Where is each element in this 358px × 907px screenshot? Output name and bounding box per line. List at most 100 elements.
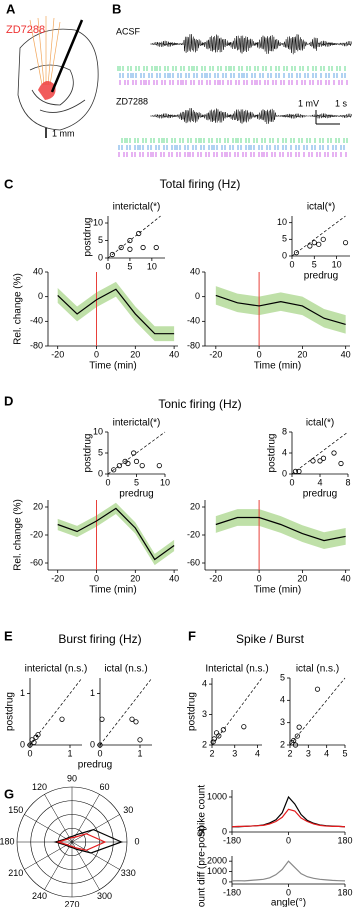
y-tick-label: 1 — [90, 688, 95, 698]
x-tick-label: 0 — [97, 748, 102, 758]
x-tick-label: -20 — [51, 573, 64, 583]
point — [241, 724, 247, 730]
y-axis-label: Rel. change (%) — [13, 273, 24, 345]
y-axis-label: postdrug — [83, 218, 94, 257]
panel-letter: D — [4, 393, 13, 408]
x-tick-label: 0 — [105, 261, 110, 271]
data-line — [57, 288, 175, 335]
x-tick-label: 0 — [105, 477, 110, 487]
point — [153, 244, 159, 251]
point — [139, 462, 145, 469]
x-tick-label: 5 — [134, 477, 139, 487]
y-tick-label: 0 — [38, 291, 43, 301]
y-tick-label: 2000 — [207, 856, 227, 866]
y-tick-label: 0 — [282, 250, 287, 260]
y-tick-label: -80 — [30, 340, 43, 350]
y-tick-label: -20 — [187, 529, 200, 539]
angle-label: 180 — [0, 836, 15, 846]
point — [216, 733, 222, 739]
point — [35, 732, 41, 738]
y-tick-label: 0 — [282, 468, 287, 478]
y-axis-label: Spike count — [197, 785, 208, 837]
x-tick-label: 10 — [147, 261, 157, 271]
point — [125, 460, 131, 467]
data-line — [231, 860, 346, 882]
y-axis-label: Rel. change (%) — [13, 499, 24, 571]
polar-line — [56, 833, 107, 851]
brain-schematic — [17, 16, 99, 138]
y-tick-label: 4 — [282, 447, 287, 457]
x-tick-label: 10 — [332, 259, 342, 269]
y-axis-label: Count diff (pre-post) — [197, 826, 208, 907]
identity-line — [107, 215, 161, 259]
y-tick-label: 20 — [33, 501, 43, 511]
x-tick-label: 5 — [127, 261, 132, 271]
point — [129, 716, 135, 722]
x-tick-label: 4 — [324, 748, 329, 758]
point — [127, 237, 133, 244]
x-tick-label: 4 — [255, 748, 260, 758]
x-tick-label: 10 — [160, 477, 170, 487]
identity-line — [211, 677, 263, 746]
y-tick-label: 5 — [280, 672, 285, 682]
data-line — [231, 808, 346, 828]
x-tick-label: 0 — [257, 573, 262, 583]
point — [307, 243, 313, 249]
section-title: Tonic firing (Hz) — [158, 397, 241, 411]
scale-label: 1 mm — [52, 128, 75, 138]
polar-spoke — [24, 841, 73, 870]
y-tick-label: 4 — [280, 695, 285, 705]
point — [292, 468, 299, 474]
y-tick-label: 3 — [202, 709, 207, 719]
y-tick-label: 1000 — [207, 791, 227, 801]
y-tick-label: 5 — [98, 447, 103, 457]
point — [294, 733, 300, 739]
point — [118, 244, 124, 251]
point — [316, 241, 322, 247]
y-tick-label: -80 — [187, 340, 200, 350]
y-tick-label: 40 — [33, 266, 43, 276]
drug-label: ZD7288 — [6, 24, 45, 36]
point — [131, 450, 137, 456]
x-axis-label: Time (min) — [254, 585, 301, 596]
angle-label: 60 — [99, 782, 109, 792]
y-tick-label: 0 — [98, 252, 103, 262]
x-tick-label: 5 — [312, 259, 317, 269]
x-tick-label: 2 — [287, 748, 292, 758]
y-axis-label: postdrug — [187, 692, 198, 731]
point — [311, 240, 317, 246]
x-tick-label: 180 — [337, 835, 352, 845]
scale-label: 1 mV — [298, 98, 319, 108]
panel-letter: E — [4, 628, 13, 643]
y-tick-label: 0 — [195, 291, 200, 301]
trace — [149, 108, 352, 124]
identity-line — [29, 677, 83, 746]
point — [31, 739, 37, 746]
panel-letter: A — [6, 1, 16, 16]
x-tick-label: 40 — [169, 349, 179, 359]
identity-line — [291, 431, 349, 475]
x-tick-label: 20 — [130, 349, 140, 359]
y-tick-label: -20 — [30, 529, 43, 539]
x-tick-label: 20 — [297, 573, 307, 583]
identity-line — [291, 215, 346, 257]
x-tick-label: 0 — [94, 573, 99, 583]
y-tick-label: 3 — [280, 717, 285, 727]
y-tick-label: 20 — [190, 501, 200, 511]
point — [111, 467, 117, 473]
x-tick-label: 3 — [306, 748, 311, 758]
y-tick-label: -60 — [30, 557, 43, 567]
x-tick-label: -20 — [209, 573, 222, 583]
x-tick-label: 20 — [297, 349, 307, 359]
point — [210, 739, 216, 745]
error-band — [215, 509, 346, 549]
angle-label: 0 — [134, 836, 139, 846]
y-tick-label: 0 — [90, 739, 95, 749]
chart-title: interictal(*) — [113, 202, 161, 213]
y-axis-label: postdrug — [267, 434, 278, 473]
point — [314, 686, 321, 692]
x-axis-label: predrug — [304, 271, 338, 282]
point — [156, 462, 162, 469]
traces — [117, 34, 352, 157]
